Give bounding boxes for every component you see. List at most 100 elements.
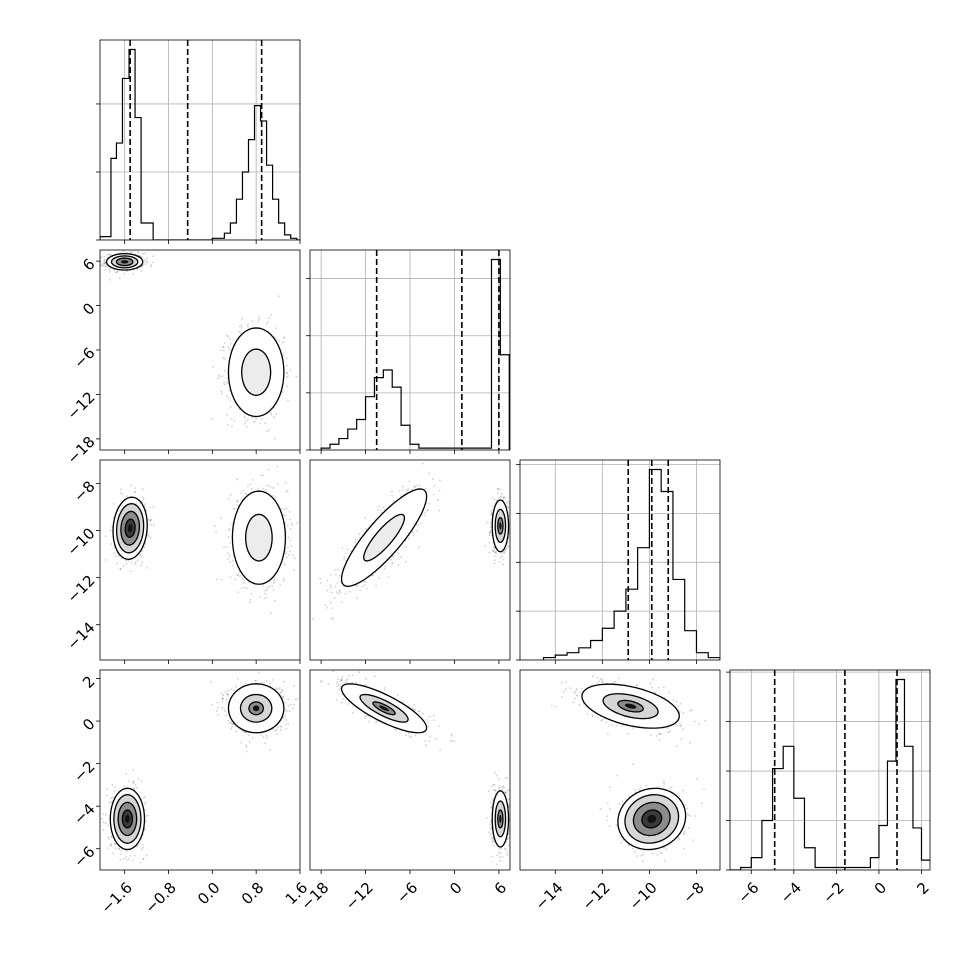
scatter-point: [282, 579, 285, 582]
scatter-point: [137, 251, 140, 254]
scatter-point: [279, 584, 282, 586]
scatter-point: [375, 584, 378, 587]
scatter-point: [245, 425, 248, 428]
scatter-point: [244, 422, 246, 425]
scatter-point: [281, 690, 284, 692]
scatter-point: [505, 547, 507, 550]
scatter-point: [119, 492, 122, 494]
scatter-point: [133, 788, 136, 791]
scatter-point: [281, 391, 284, 393]
scatter-point: [129, 855, 132, 857]
scatter-point: [402, 485, 404, 488]
scatter-point: [287, 524, 289, 527]
scatter-point: [223, 546, 225, 549]
scatter-point: [391, 561, 394, 564]
scatter-point: [227, 424, 229, 426]
scatter-point: [123, 785, 125, 788]
scatter-point: [320, 582, 322, 584]
scatter-point: [244, 417, 246, 419]
scatter-point: [492, 546, 495, 548]
scatter-point: [120, 557, 123, 559]
scatter-point: [343, 555, 346, 558]
scatter-point: [371, 574, 373, 577]
scatter-point: [352, 545, 355, 548]
scatter-point: [255, 417, 258, 420]
scatter-point: [233, 420, 236, 422]
scatter-point: [226, 334, 229, 337]
scatter-point: [231, 425, 233, 428]
scatter-point: [416, 524, 419, 526]
scatter-point: [129, 570, 132, 572]
scatter-point: [251, 478, 254, 481]
scatter-point: [221, 375, 224, 378]
scatter-point: [119, 853, 122, 855]
scatter-panel: [99, 669, 301, 871]
scatter-point: [484, 544, 486, 547]
contour-line: [231, 490, 287, 585]
scatter-point: [290, 544, 293, 547]
panel-frame: [519, 459, 721, 661]
scatter-point: [413, 485, 416, 488]
panel-frame: [309, 459, 511, 661]
scatter-point: [146, 814, 149, 817]
scatter-panel: [99, 459, 301, 661]
scatter-point: [220, 579, 223, 581]
scatter-point: [146, 261, 149, 264]
scatter-point: [250, 487, 253, 490]
scatter-point: [245, 493, 248, 496]
scatter-point: [338, 590, 341, 593]
scatter-point: [145, 820, 148, 823]
scatter-point: [500, 495, 503, 498]
scatter-point: [110, 801, 112, 804]
scatter-point: [283, 680, 285, 683]
scatter-point: [337, 592, 340, 595]
scatter-point: [229, 343, 232, 345]
scatter-point: [438, 509, 441, 512]
contour-line: [340, 488, 428, 587]
scatter-point: [136, 559, 139, 562]
histogram-bar: [542, 468, 720, 660]
scatter-point: [264, 590, 267, 592]
scatter-point: [253, 421, 256, 424]
scatter-point: [266, 587, 269, 589]
scatter-point: [222, 349, 225, 352]
scatter-point: [110, 835, 113, 838]
scatter-point: [326, 606, 328, 609]
scatter-point: [431, 478, 434, 481]
scatter-point: [257, 320, 260, 322]
scatter-point: [125, 850, 127, 852]
scatter-point: [330, 586, 332, 589]
scatter-point: [107, 824, 109, 827]
scatter-point: [392, 500, 395, 503]
scatter-point: [287, 546, 289, 549]
scatter-point: [506, 544, 509, 547]
scatter-point: [338, 574, 341, 577]
scatter-point: [139, 861, 142, 864]
scatter-point: [270, 314, 273, 316]
scatter-point: [349, 590, 351, 593]
scatter-point: [285, 507, 288, 510]
scatter-point: [497, 488, 499, 491]
scatter-point: [114, 555, 117, 558]
scatter-point: [136, 251, 139, 253]
scatter-point: [382, 506, 385, 509]
scatter-point: [100, 264, 103, 267]
scatter-point: [414, 486, 416, 489]
density-core: [125, 814, 130, 823]
scatter-point: [499, 556, 502, 559]
scatter-point: [226, 395, 229, 397]
scatter-point: [143, 829, 146, 832]
scatter-point: [220, 349, 222, 352]
contour-line: [121, 809, 134, 829]
scatter-point: [260, 418, 263, 421]
scatter-point: [125, 562, 128, 565]
scatter-point: [285, 491, 288, 493]
scatter-point: [345, 552, 347, 555]
scatter-point: [499, 495, 502, 498]
scatter-point: [264, 422, 267, 425]
scatter-point: [355, 585, 357, 588]
scatter-point: [134, 784, 137, 786]
scatter-point: [267, 321, 269, 323]
scatter-point: [285, 357, 288, 360]
scatter-point: [510, 543, 512, 545]
